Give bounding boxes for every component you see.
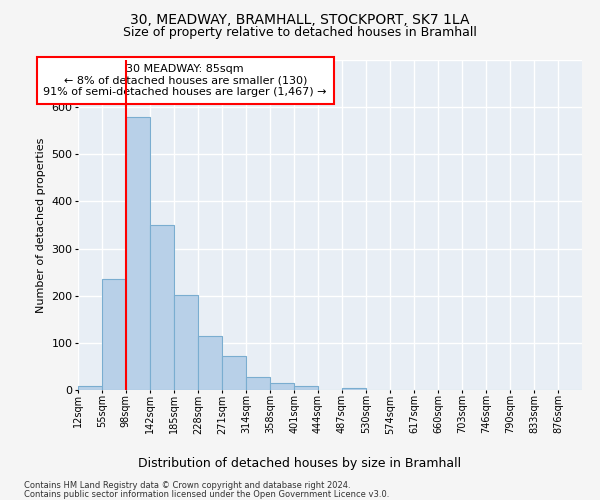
Bar xyxy=(126,116,150,390)
Bar xyxy=(246,377,270,390)
Bar xyxy=(294,386,318,390)
Bar xyxy=(342,388,366,390)
Text: 30, MEADWAY, BRAMHALL, STOCKPORT, SK7 1LA: 30, MEADWAY, BRAMHALL, STOCKPORT, SK7 1L… xyxy=(130,12,470,26)
Text: Distribution of detached houses by size in Bramhall: Distribution of detached houses by size … xyxy=(139,458,461,470)
Bar xyxy=(270,383,294,390)
Text: Contains public sector information licensed under the Open Government Licence v3: Contains public sector information licen… xyxy=(24,490,389,499)
Bar xyxy=(78,386,102,390)
Text: 30 MEADWAY: 85sqm
← 8% of detached houses are smaller (130)
91% of semi-detached: 30 MEADWAY: 85sqm ← 8% of detached house… xyxy=(43,64,327,98)
Bar xyxy=(222,356,246,390)
Bar xyxy=(102,279,126,390)
Text: Size of property relative to detached houses in Bramhall: Size of property relative to detached ho… xyxy=(123,26,477,39)
Bar xyxy=(198,336,222,390)
Text: Contains HM Land Registry data © Crown copyright and database right 2024.: Contains HM Land Registry data © Crown c… xyxy=(24,481,350,490)
Bar xyxy=(174,295,198,390)
Y-axis label: Number of detached properties: Number of detached properties xyxy=(36,138,46,312)
Bar xyxy=(150,225,174,390)
